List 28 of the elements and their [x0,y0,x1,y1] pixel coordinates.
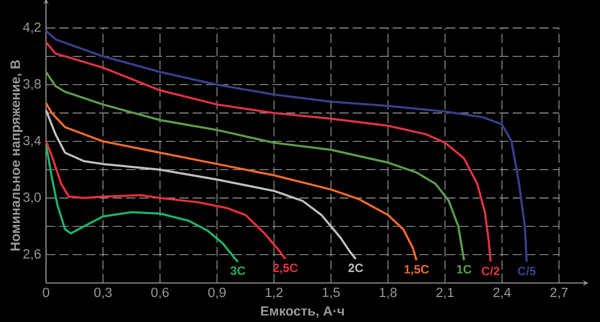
series-label: 3C [230,266,246,275]
x-tick-label: 1,5 [322,288,340,299]
x-tick-label: 0,6 [151,288,169,299]
y-tick-label: 4,2 [23,22,41,34]
y-tick-label: 3,0 [23,192,41,204]
x-tick-label: 0,3 [94,288,112,299]
line-series [44,143,239,263]
x-tick-label: 2,7 [550,288,568,299]
x-tick-label: 2,4 [493,288,511,299]
series-label: C/2 [482,266,500,276]
line-series [44,70,466,262]
y-tick-label: 2,6 [23,249,41,260]
y-axis-title: Номинальное напряжение, В [10,60,23,250]
x-tick-label: 1,8 [380,288,397,299]
line-series [44,102,418,262]
x-tick-label: 2,1 [436,288,454,299]
series-label: 2,5C [273,264,298,274]
y-tick-label: 3,4 [23,136,41,147]
x-axis-title: Емкость, А·ч [261,306,344,318]
line-series [44,140,286,260]
series-label: 1,5C [404,265,429,276]
series-label: C/5 [518,266,536,276]
y-tick-label: 3,8 [23,79,41,90]
x-tick-label: 0 [42,288,50,298]
series-label: 2C [348,264,364,272]
x-tick-label: 0,9 [208,288,226,299]
x-tick-label: 1,2 [266,288,283,299]
series-label: 1C [457,265,472,274]
